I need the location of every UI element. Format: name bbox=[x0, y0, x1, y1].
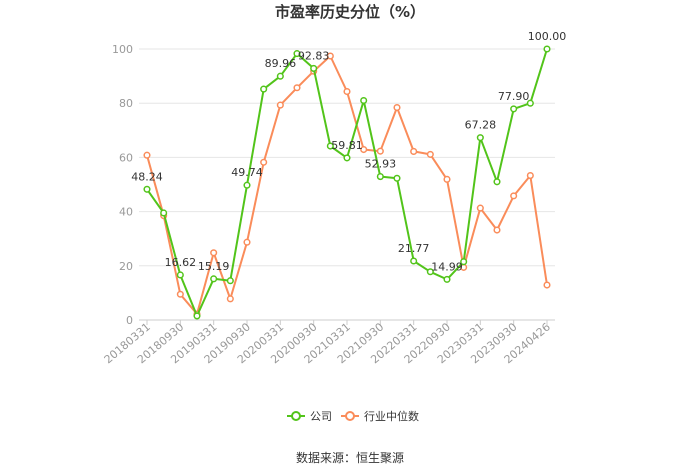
point-industry-median-20230630 bbox=[493, 226, 501, 234]
point-company-20220930 bbox=[443, 275, 451, 283]
point-company-20240426 bbox=[543, 45, 551, 53]
y-tick-label-100: 100 bbox=[112, 43, 133, 56]
data-label-company-20220930: 14.99 bbox=[431, 260, 463, 273]
legend-item-company[interactable]: 公司 bbox=[287, 410, 332, 423]
point-company-20220331 bbox=[410, 257, 418, 265]
point-company-20210331 bbox=[343, 154, 351, 162]
point-company-20231231 bbox=[526, 99, 534, 107]
point-company-20220630 bbox=[426, 268, 434, 276]
y-tick-label-20: 20 bbox=[119, 260, 133, 273]
point-industry-median-20200630 bbox=[293, 84, 301, 92]
data-label-company-20180930: 16.62 bbox=[165, 256, 197, 269]
axes: 0204060801002018033120180930201903312019… bbox=[102, 43, 553, 366]
point-industry-median-20230930 bbox=[510, 192, 518, 200]
y-tick-label-60: 60 bbox=[119, 151, 133, 164]
point-industry-median-20210630 bbox=[360, 145, 368, 154]
legend-swatch-industry-marker bbox=[345, 411, 355, 421]
point-industry-median-20210930 bbox=[376, 147, 384, 155]
point-company-20190630 bbox=[226, 277, 234, 285]
y-tick-label-40: 40 bbox=[119, 206, 133, 219]
point-industry-median-20210331 bbox=[343, 87, 351, 96]
point-industry-median-20211231 bbox=[393, 103, 401, 112]
point-industry-median-20180930 bbox=[176, 290, 184, 298]
point-company-20181231 bbox=[193, 312, 201, 320]
y-tick-label-0: 0 bbox=[126, 314, 133, 327]
point-company-20190331 bbox=[210, 275, 218, 283]
legend: 公司 行业中位数 bbox=[287, 409, 419, 423]
point-company-20200331 bbox=[276, 72, 284, 80]
data-label-company-20180331: 48.24 bbox=[131, 170, 163, 183]
point-company-20211231 bbox=[393, 174, 401, 182]
legend-item-industry-median[interactable]: 行业中位数 bbox=[341, 409, 419, 423]
point-company-20180930 bbox=[176, 271, 184, 279]
data-label-company-20200331: 89.96 bbox=[265, 57, 297, 70]
point-industry-median-20240426 bbox=[543, 281, 551, 289]
data-label-company-20220331: 21.77 bbox=[398, 242, 430, 255]
point-industry-median-20220331 bbox=[410, 147, 418, 155]
chart-title: 市盈率历史分位（%） bbox=[275, 3, 425, 21]
point-company-20190930 bbox=[243, 181, 251, 189]
point-industry-median-20220930 bbox=[443, 175, 451, 183]
point-company-20221231 bbox=[460, 258, 468, 266]
point-industry-median-20191231 bbox=[260, 158, 268, 166]
data-label-company-20230331: 67.28 bbox=[465, 119, 497, 132]
point-company-20180630 bbox=[160, 209, 168, 217]
data-label-company-20210331: 59.81 bbox=[331, 139, 363, 152]
point-industry-median-20230331 bbox=[476, 204, 484, 212]
data-label-company-20210930: 52.93 bbox=[365, 158, 397, 171]
data-label-company-20230930: 77.90 bbox=[498, 90, 530, 103]
point-company-20180331 bbox=[143, 185, 151, 193]
legend-label-industry-median: 行业中位数 bbox=[364, 409, 419, 423]
point-industry-median-20231231 bbox=[526, 172, 534, 180]
point-industry-median-20190630 bbox=[226, 295, 234, 303]
data-label-company-20240426: 100.00 bbox=[528, 30, 567, 43]
data-label-company-20190331: 15.19 bbox=[198, 260, 230, 273]
point-company-20230930 bbox=[510, 105, 518, 113]
grid-lines bbox=[139, 48, 555, 321]
point-company-20200930 bbox=[310, 64, 318, 72]
point-company-20230630 bbox=[493, 178, 501, 186]
point-industry-median-20180331 bbox=[143, 151, 151, 159]
series-lines bbox=[143, 45, 551, 320]
point-industry-median-20200331 bbox=[276, 101, 284, 109]
point-company-20201231 bbox=[326, 142, 334, 150]
point-company-20210630 bbox=[360, 96, 368, 105]
legend-label-company: 公司 bbox=[310, 410, 332, 423]
point-company-20191231 bbox=[260, 85, 268, 93]
point-industry-median-20220630 bbox=[426, 150, 434, 158]
data-label-company-20190930: 49.74 bbox=[231, 166, 263, 179]
point-company-20210930 bbox=[376, 173, 384, 181]
point-industry-median-20190930 bbox=[243, 238, 251, 246]
legend-swatch-company-marker bbox=[291, 411, 301, 421]
point-industry-median-20190331 bbox=[210, 249, 218, 257]
point-company-20200630 bbox=[293, 50, 301, 58]
point-industry-median-20201231 bbox=[326, 52, 334, 60]
data-label-company-20200930: 92.83 bbox=[298, 49, 330, 62]
data-source-note: 数据来源：恒生聚源 bbox=[296, 450, 404, 465]
point-company-20230331 bbox=[476, 134, 484, 142]
y-tick-label-80: 80 bbox=[119, 97, 133, 110]
